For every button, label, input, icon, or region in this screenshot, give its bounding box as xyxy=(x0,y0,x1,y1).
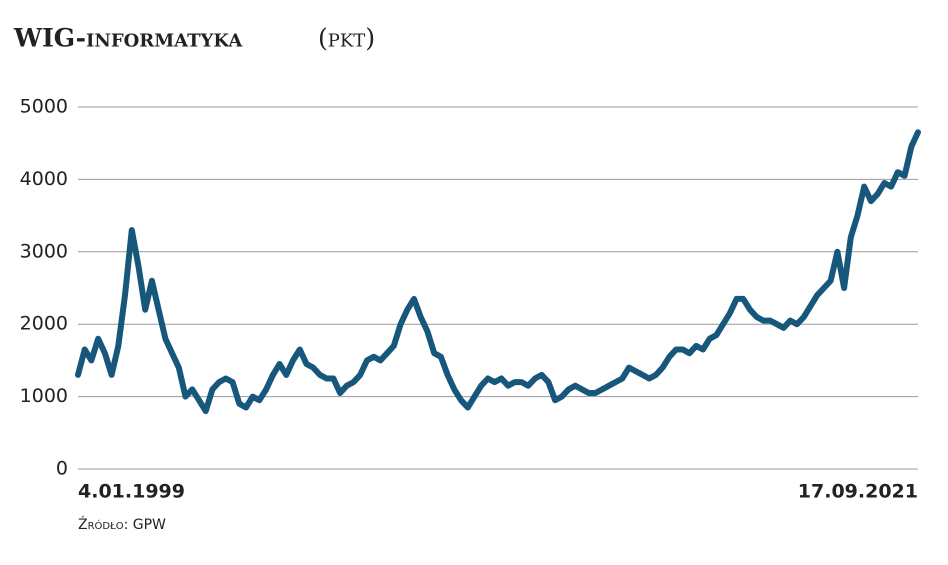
y-tick-label: 2000 xyxy=(20,313,68,335)
y-tick-label: 0 xyxy=(56,458,68,480)
y-tick-label: 1000 xyxy=(20,385,68,407)
x-tick-label: 4.01.1999 xyxy=(78,481,185,503)
chart-unit: (pkt) xyxy=(318,24,375,53)
y-tick-label: 5000 xyxy=(20,96,68,118)
y-tick-label: 3000 xyxy=(20,240,68,262)
y-tick-label: 4000 xyxy=(20,168,68,190)
line xyxy=(75,129,921,415)
source: Źródło: GPW xyxy=(78,515,166,533)
x-tick-label: 17.09.2021 xyxy=(798,481,918,503)
chart-title: WIG-informatyka xyxy=(13,24,243,53)
